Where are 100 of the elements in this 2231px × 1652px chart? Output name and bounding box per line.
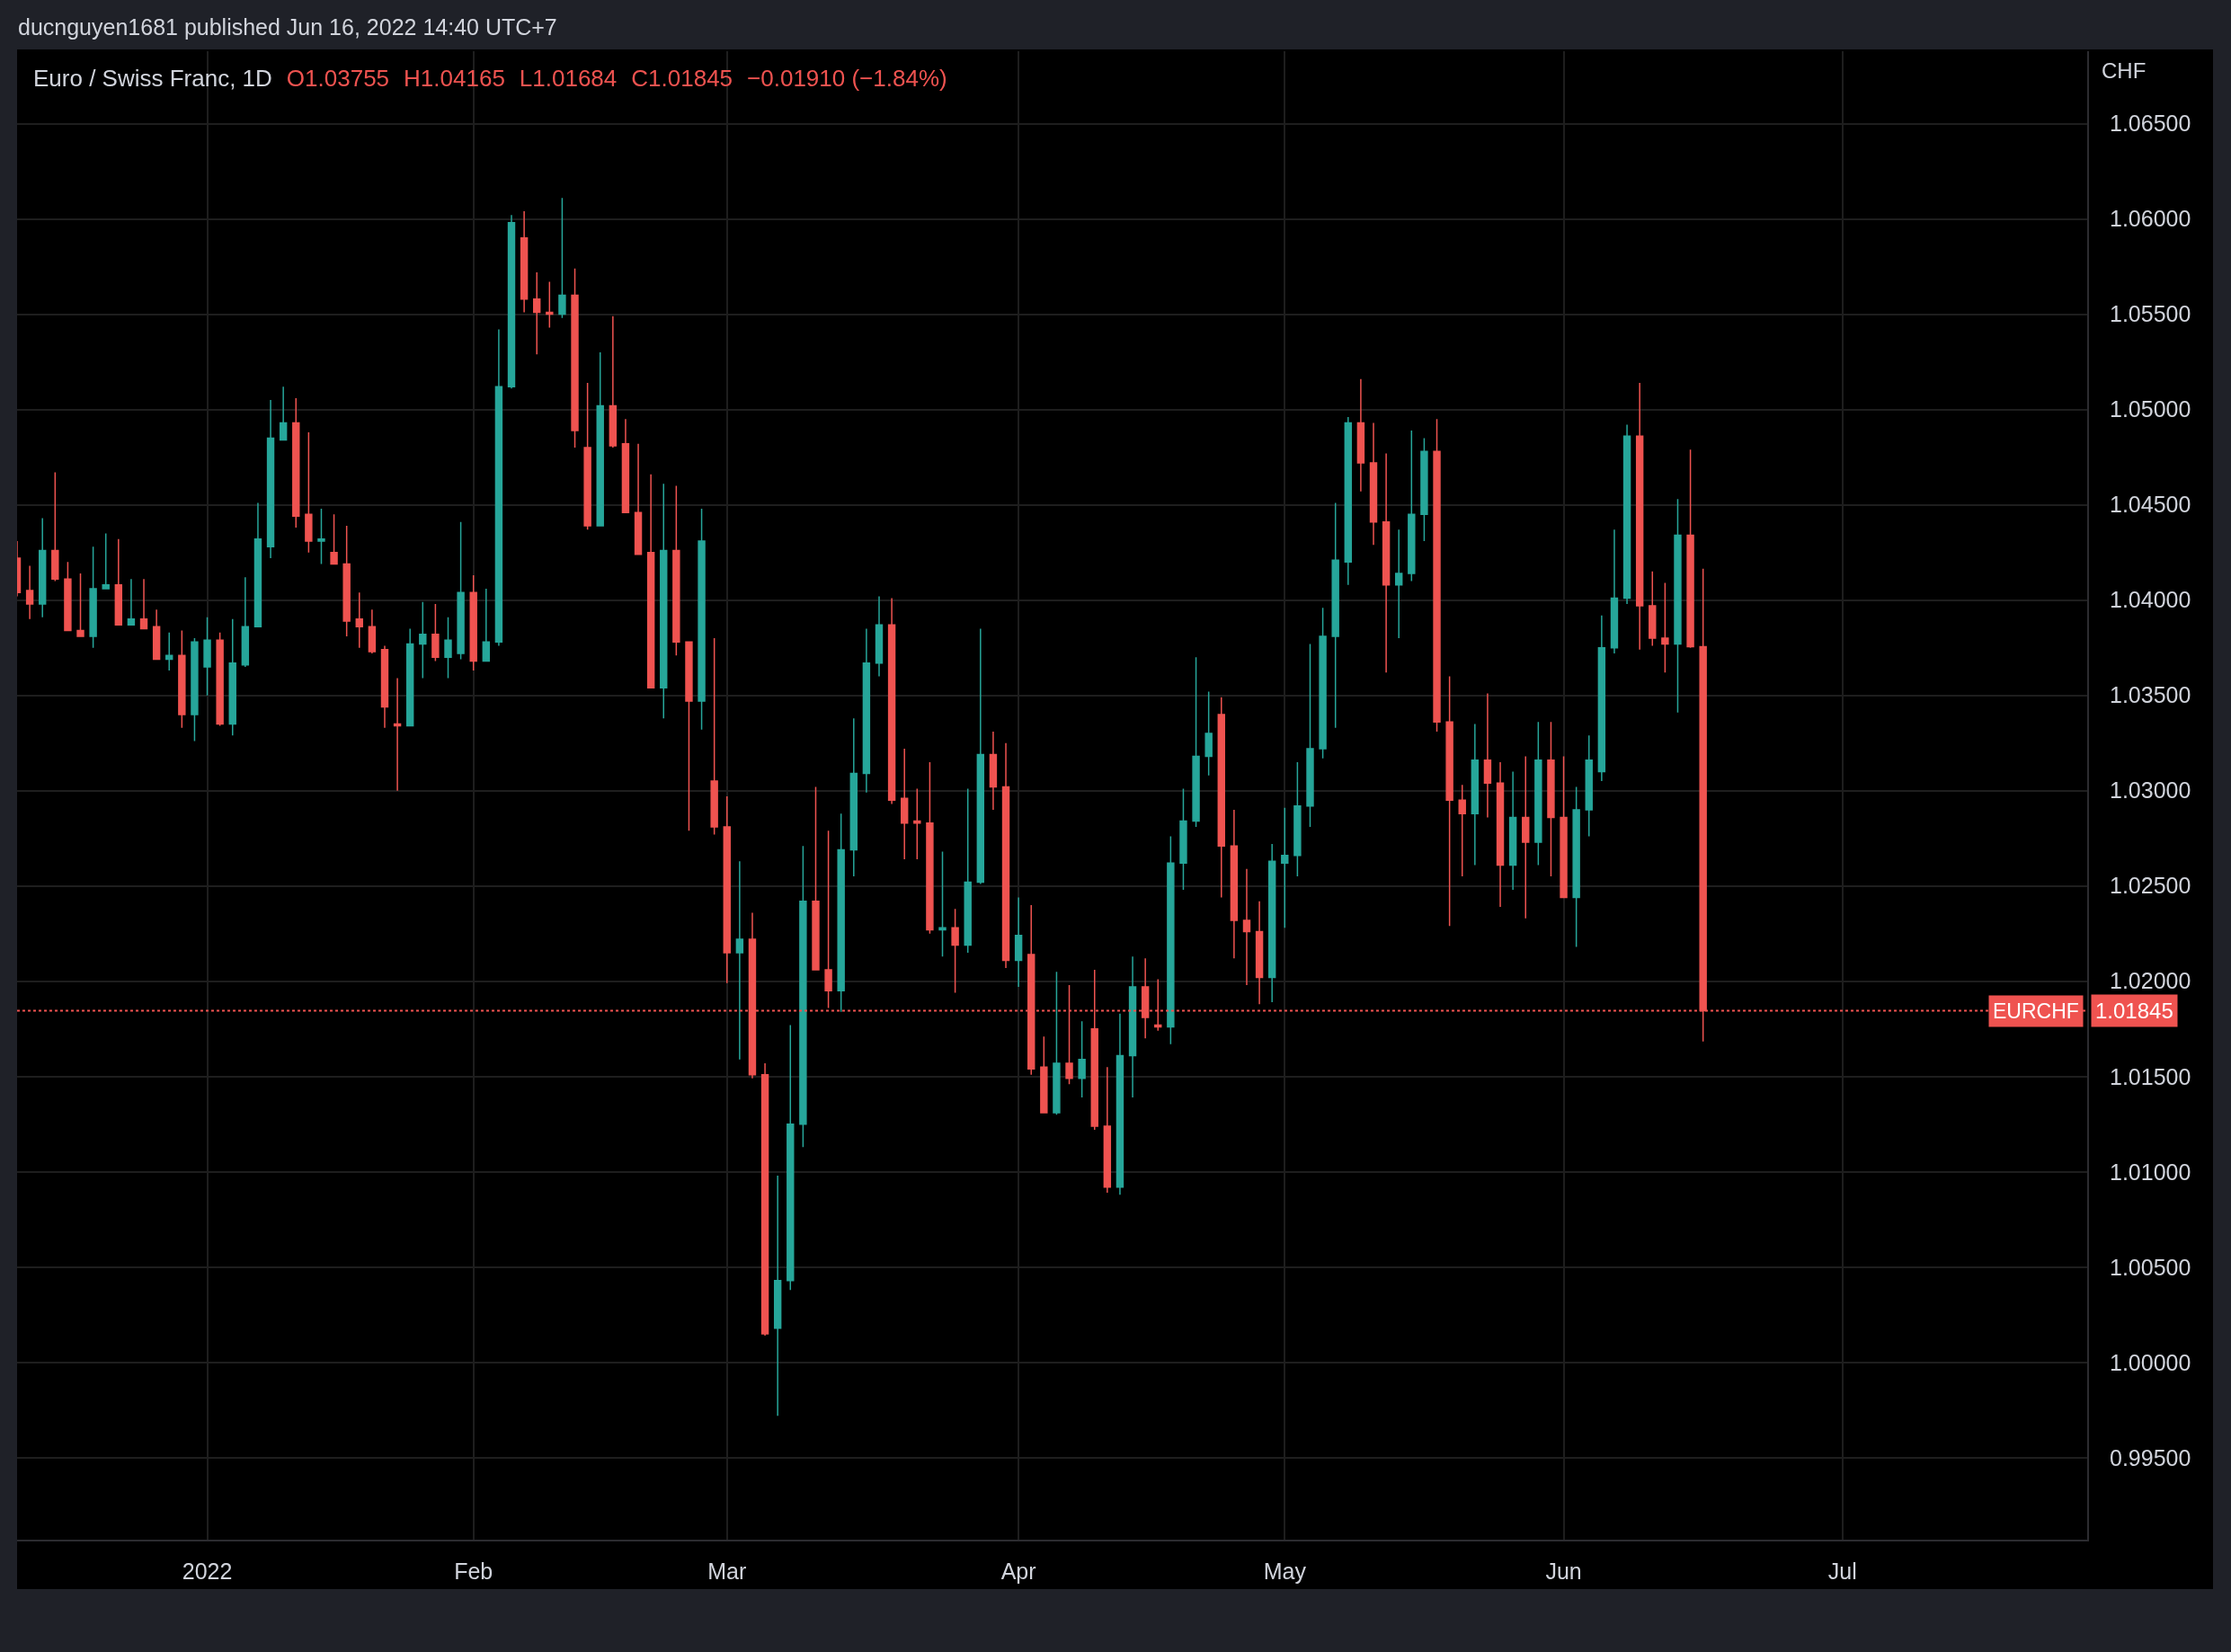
candlestick (102, 532, 110, 590)
x-tick-label: Jul (1827, 1559, 1857, 1584)
candlestick (380, 644, 389, 729)
y-tick-label: 1.00500 (2110, 1254, 2191, 1280)
candlestick (887, 597, 896, 805)
y-tick-label: 1.03500 (2110, 682, 2191, 708)
x-tick-label: Feb (454, 1559, 493, 1584)
candlestick (660, 483, 668, 719)
candlestick (1674, 498, 1682, 714)
candlestick (1293, 761, 1302, 877)
candlestick (139, 578, 148, 630)
candlestick (1192, 656, 1200, 828)
y-tick-label: 1.04000 (2110, 587, 2191, 613)
y-tick-label: 1.01500 (2110, 1063, 2191, 1089)
text: 1.01845 (2095, 999, 2173, 1023)
candlestick (1040, 1035, 1048, 1114)
candlestick (773, 1175, 782, 1417)
candlestick (710, 637, 718, 836)
candlestick (1547, 721, 1555, 877)
candlestick (228, 618, 236, 736)
candlestick (1053, 971, 1061, 1115)
candlestick (305, 431, 313, 554)
candlestick (1534, 721, 1542, 866)
y-tick-label: 1.02000 (2110, 968, 2191, 994)
x-tick-label: Apr (1000, 1559, 1036, 1584)
y-tick-label: 1.05500 (2110, 301, 2191, 327)
candlestick (191, 637, 199, 742)
candlestick (1242, 867, 1251, 986)
candlestick (1471, 723, 1480, 866)
candlestick (469, 574, 477, 671)
y-tick-label: 1.06000 (2110, 206, 2191, 232)
candlestick (1204, 690, 1213, 777)
candlestick (1306, 643, 1314, 828)
candlestick (760, 1062, 769, 1337)
candlestick (152, 608, 161, 661)
candlestick (1217, 697, 1225, 899)
y-tick-label: 1.00000 (2110, 1349, 2191, 1375)
candlestick (342, 525, 351, 637)
candlestick (634, 443, 643, 555)
candlestick (520, 210, 529, 314)
candlestick (1496, 761, 1505, 908)
y-tick-label: 1.05000 (2110, 396, 2191, 422)
candlestick (1597, 614, 1606, 782)
candlestick (1128, 955, 1137, 1098)
x-tick-label: Mar (707, 1559, 747, 1584)
y-tick-label: 1.04500 (2110, 492, 2191, 518)
candlestick (964, 787, 972, 954)
candlestick (1395, 528, 1403, 639)
candlestick (837, 813, 845, 1013)
candlestick (546, 280, 554, 329)
candlestick (178, 629, 186, 729)
candlestick (39, 517, 47, 618)
candlestick (89, 546, 97, 649)
candlestick (1610, 528, 1619, 654)
annotation: L1.01684 (519, 64, 618, 93)
candlestick (1458, 784, 1466, 877)
candlestick (253, 502, 262, 628)
candlestick (1267, 843, 1276, 1003)
candlestick (51, 471, 59, 582)
candlestick (901, 748, 909, 860)
candlestick (1508, 770, 1517, 891)
candlestick (1408, 430, 1416, 582)
candlestick (494, 328, 503, 647)
candlestick (1230, 809, 1239, 960)
candlestick (596, 351, 604, 527)
candlestick (216, 631, 224, 727)
candlestick (431, 603, 440, 662)
candlestick (1167, 835, 1175, 1045)
candlestick (419, 601, 427, 679)
candlestick (482, 588, 491, 662)
candlestick (241, 576, 250, 668)
x-tick-label: May (1263, 1559, 1307, 1584)
candlestick (1281, 807, 1289, 929)
candlestick (583, 382, 591, 530)
candlestick (723, 795, 731, 984)
candlestick (444, 617, 452, 679)
candlestick (571, 267, 579, 449)
text: Euro / Swiss Franc, 1D (33, 64, 272, 93)
y-tick-label: 1.02500 (2110, 873, 2191, 899)
y-tick-label: 1.06500 (2110, 111, 2191, 137)
candlestick (698, 508, 706, 731)
candlestick (1369, 422, 1378, 546)
y-axis-title: CHF (2102, 58, 2147, 83)
candlestick (405, 627, 414, 727)
candlestick (1622, 423, 1631, 605)
candlestick (1483, 692, 1492, 819)
candlestick (457, 520, 465, 661)
candlestick (1585, 734, 1593, 838)
candlestick (1635, 382, 1644, 651)
candlestick (330, 513, 338, 565)
y-tick-label: 0.99500 (2110, 1444, 2191, 1470)
candlestick (64, 561, 72, 632)
candlestick (1382, 452, 1391, 673)
candlestick (1331, 502, 1339, 729)
candlestick (685, 641, 693, 831)
candlestick (1661, 582, 1669, 673)
candlestick (812, 786, 820, 971)
candlestick (1356, 377, 1365, 493)
candlestick (862, 627, 871, 794)
candlestick (1433, 418, 1441, 733)
